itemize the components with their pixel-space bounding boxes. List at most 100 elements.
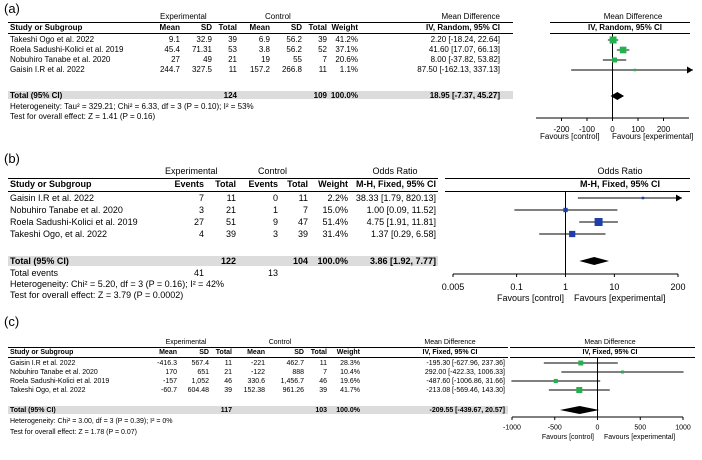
study-effect-square [619, 46, 627, 54]
panel-label: (b) [4, 151, 20, 166]
plot-header-rule [550, 22, 690, 23]
total-events-label: Total events [10, 268, 59, 278]
ctrl-total: 7 [322, 55, 327, 64]
exp-total: 46 [224, 378, 232, 385]
exp-events: 4 [198, 229, 204, 239]
ctrl-sd: 961.26 [282, 387, 304, 394]
total-ctrl-n: 104 [292, 256, 308, 266]
x-tick-label: -500 [548, 424, 562, 431]
exp-mean: -157 [162, 378, 177, 385]
weight: 37.1% [335, 45, 358, 54]
ctrl-mean: -221 [250, 360, 265, 367]
total-row-shading [8, 256, 438, 266]
plot-subheader-rule [445, 191, 690, 192]
col-study: Study or Subgroup [10, 23, 83, 32]
study-effect-square [594, 218, 603, 226]
exp-events: 27 [193, 217, 204, 227]
exp-events: 3 [198, 205, 204, 215]
x-tick-label: 0 [610, 125, 615, 134]
exp-mean: 170 [165, 369, 177, 376]
ctrl-total: 11 [319, 360, 327, 367]
favours-experimental-label: Favours [experimental] [612, 132, 694, 141]
weight: 19.6% [340, 378, 360, 385]
weight: 2.2% [327, 193, 348, 203]
col-total-2: Total [310, 349, 327, 356]
pooled-effect-diamond [610, 92, 625, 100]
plot-effect-subheader: IV, Random, 95% CI [588, 23, 662, 32]
study-name: Nobuhiro Tanabe et al. 2020 [10, 55, 111, 64]
x-tick-label: 0 [596, 424, 600, 431]
exp-sd: 71.31 [191, 45, 212, 54]
col-mean-1: Mean [159, 23, 180, 32]
exp-events: 7 [198, 193, 204, 203]
ctrl-total: 7 [302, 205, 308, 215]
ctrl-mean: 157.2 [249, 65, 270, 74]
x-tick-label: 0.005 [442, 282, 465, 292]
ctrl-mean: 330.6 [247, 378, 265, 385]
exp-total: 11 [224, 360, 232, 367]
subheader-rule [8, 191, 438, 192]
x-tick-label: 200 [670, 282, 685, 292]
ctrl-total: 11 [318, 65, 327, 74]
exp-mean: -60.7 [161, 387, 177, 394]
effect-ci: 41.60 [17.07, 66.13] [428, 45, 500, 54]
total-row-shading [8, 406, 508, 414]
col-sd-1: SD [199, 349, 209, 356]
study-effect-square [620, 370, 624, 374]
favours-control-label: Favours [control] [540, 132, 600, 141]
weight: 10.4% [340, 369, 360, 376]
exp-total: 39 [228, 35, 237, 44]
study-effect-square [578, 360, 584, 366]
effect-ci: -487.60 [-1006.86, 31.66] [426, 378, 505, 385]
ctrl-events: 3 [272, 229, 278, 239]
effect-header: Odds Ratio [372, 166, 418, 176]
col-weight: Weight [336, 349, 360, 356]
ctrl-mean: -122 [250, 369, 265, 376]
col-sd-1: SD [200, 23, 212, 32]
pooled-effect-diamond [579, 257, 610, 265]
ctrl-events: 9 [272, 217, 278, 227]
total-weight: 100.0% [330, 91, 358, 100]
plot-effect-subheader: IV, Fixed, 95% CI [582, 349, 638, 356]
col-mean-2: Mean [247, 349, 265, 356]
plot-effect-header: Mean Difference [603, 12, 663, 21]
x-tick-label: -100 [579, 125, 596, 134]
control-header: Control [258, 166, 288, 176]
overall-effect-test-text: Test for overall effect: Z = 1.41 (P = 0… [10, 112, 156, 121]
exp-mean: -416.3 [157, 360, 177, 367]
col-total-2: Total [287, 179, 308, 189]
col-effect-subheader: IV, Fixed, 95% CI [422, 349, 478, 356]
total-label: Total (95% CI) [10, 91, 63, 100]
effect-ci: 8.00 [-37.82, 53.82] [430, 55, 500, 64]
experimental-header: Experimental [165, 339, 207, 346]
total-effect-ci: 3.86 [1.92, 7.77] [369, 256, 436, 266]
heterogeneity-text: Heterogeneity: Tau² = 329.21; Chi² = 6.3… [10, 102, 254, 111]
study-effect-square [576, 387, 583, 393]
plot-effect-subheader: M-H, Fixed, 95% CI [579, 179, 660, 189]
col-total-1: Total [215, 349, 232, 356]
exp-sd: 604.48 [187, 387, 209, 394]
ctrl-total: 52 [318, 45, 327, 54]
study-name: Gaisin I.R et al. 2022 [10, 65, 85, 74]
effect-ci: 38.33 [1.79, 820.13] [355, 193, 436, 203]
exp-total: 21 [224, 369, 232, 376]
total-exp-n: 124 [223, 91, 237, 100]
exp-total: 11 [228, 65, 237, 74]
total-effect-ci: 18.95 [-7.37, 45.27] [429, 91, 500, 100]
ctrl-total: 47 [297, 217, 308, 227]
ctrl-total: 11 [298, 193, 308, 203]
control-header: Control [268, 339, 292, 346]
effect-ci: -195.30 [-627.96, 237.36] [426, 360, 505, 367]
weight: 20.6% [335, 55, 358, 64]
total-ctrl-n: 103 [315, 407, 327, 414]
col-total-1: Total [218, 23, 237, 32]
panel-label: (a) [4, 1, 20, 16]
x-tick-label: 1000 [675, 424, 691, 431]
total-effect-ci: -209.55 [-439.67, 20.57] [429, 407, 506, 414]
study-effect-square [633, 68, 637, 72]
col-events-1: Events [174, 179, 204, 189]
study-name: Roela Sadushi-Kolici et al. 2019 [10, 45, 124, 54]
x-tick-label: 10 [609, 282, 619, 292]
experimental-header: Experimental [165, 166, 218, 176]
forest-plot-c: -1000 -500 0 500 1000 [503, 358, 691, 431]
